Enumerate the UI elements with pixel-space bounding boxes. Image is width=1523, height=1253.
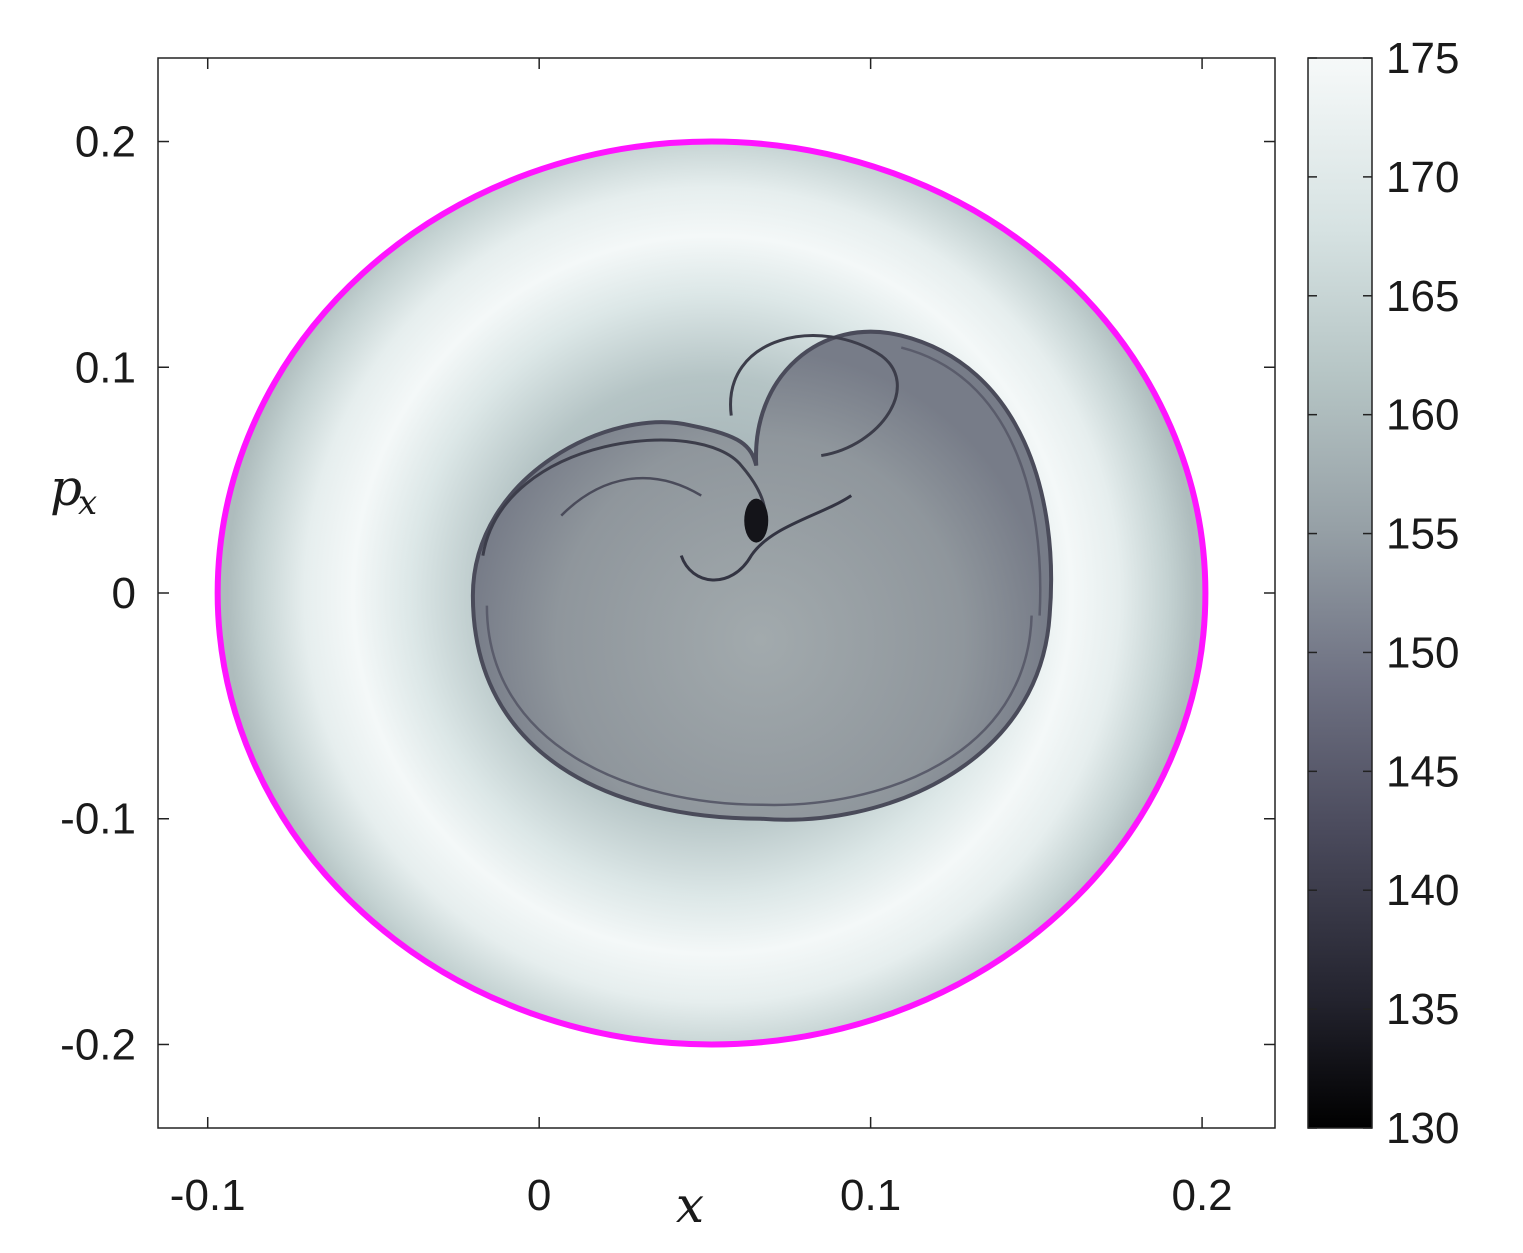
colorbar-tick-label: 160 (1386, 391, 1459, 440)
inner-core-body (470, 329, 1054, 822)
svg-text:x: x (78, 483, 97, 523)
x-tick-label: 0.2 (1171, 1171, 1232, 1220)
x-tick-label: 0.1 (840, 1171, 901, 1220)
colorbar-tick-label: 170 (1386, 153, 1459, 202)
colorbar-tick-label: 135 (1386, 985, 1459, 1034)
colorbar-tick-label: 145 (1386, 747, 1459, 796)
y-axis-ticks: -0.2 -0.1 0 0.1 0.2 (60, 118, 1275, 1069)
y-tick-label: 0.2 (75, 118, 136, 167)
colorbar-ticks: 130 135 140 145 150 155 160 165 170 175 (1308, 34, 1459, 1153)
inner-core-rim (900, 346, 1042, 616)
swirl-arc (560, 476, 702, 517)
y-tick-label: 0 (112, 569, 136, 618)
colorbar-tick-label: 140 (1386, 866, 1459, 915)
inner-core-rim (485, 605, 1033, 807)
colorbar-tick-label: 150 (1386, 628, 1459, 677)
inner-core (470, 329, 1054, 822)
boundary-curve (214, 138, 1209, 1048)
x-axis-ticks: -0.1 0 0.1 0.2 (170, 58, 1233, 1220)
swirl-arc (679, 494, 853, 582)
swirl-center (744, 498, 769, 543)
x-tick-label: 0 (527, 1171, 551, 1220)
x-axis-label: x (676, 1176, 704, 1234)
x-tick-label: -0.1 (170, 1171, 246, 1220)
y-axis-label: p x (50, 459, 97, 523)
colorbar-tick-label: 165 (1386, 272, 1459, 321)
plot-area (214, 138, 1209, 1048)
y-tick-label: -0.2 (60, 1020, 136, 1069)
swirl-arc (729, 334, 899, 458)
colorbar: 130 135 140 145 150 155 160 165 170 175 (1307, 34, 1459, 1153)
svg-text:p: p (50, 459, 82, 517)
colorbar-tick-label: 155 (1386, 510, 1459, 559)
colorbar-tick-label: 130 (1386, 1104, 1459, 1153)
colorbar-tick-label: 175 (1386, 34, 1459, 83)
colorbar-gradient (1307, 57, 1373, 1129)
y-tick-label: 0.1 (75, 343, 136, 392)
y-tick-label: -0.1 (60, 795, 136, 844)
